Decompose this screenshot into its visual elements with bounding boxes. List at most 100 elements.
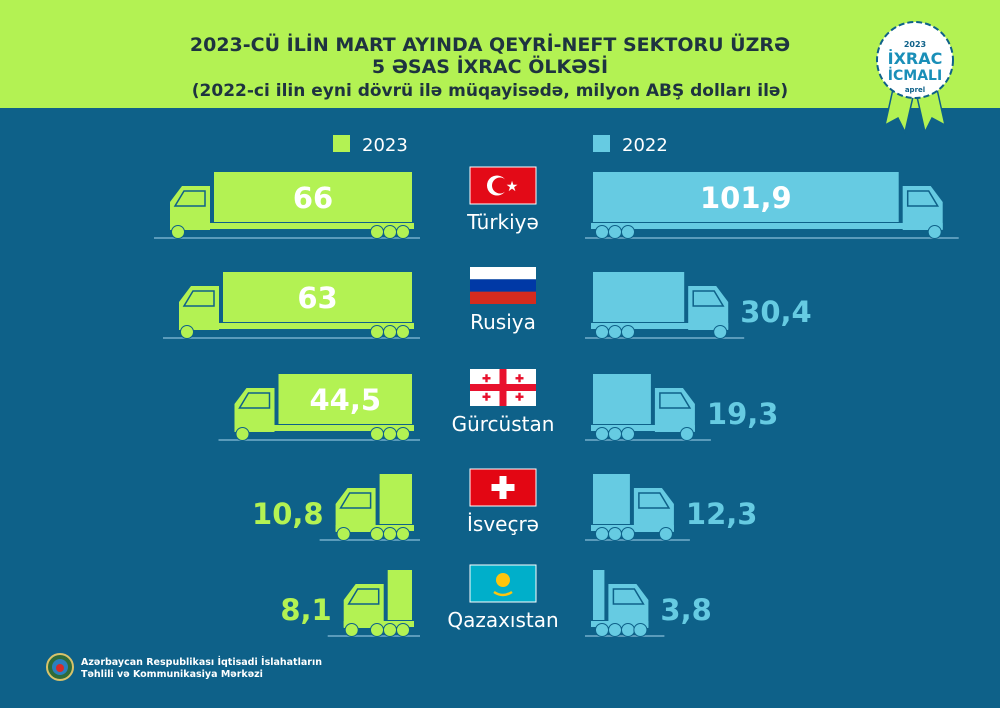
value-label-2023: 10,8 (252, 497, 324, 531)
small-cross (482, 395, 491, 398)
russia-flag-icon (470, 267, 536, 304)
georgia-flag-icon (470, 369, 536, 406)
truck-wheel-icon (621, 225, 635, 239)
truck-wheel-icon (621, 325, 635, 339)
badge: 2023 İXRAC İCMALI aprel (876, 21, 954, 135)
truck-wheel-icon (595, 225, 609, 239)
value-label-2022: 12,3 (686, 497, 758, 531)
truck-window-icon (612, 588, 645, 605)
truck-wheel-icon (608, 427, 622, 441)
badge-line2: İCMALI (888, 67, 942, 84)
truck-chassis (591, 323, 729, 329)
bar-2023 (278, 374, 412, 424)
truck-wheel-icon (621, 527, 635, 541)
switzerland-flag-icon (469, 468, 537, 507)
small-cross (515, 395, 524, 398)
legend-label-2023: 2023 (362, 135, 408, 156)
legend-swatch-2022 (593, 135, 610, 152)
turkey-flag-icon: ★ (469, 166, 537, 205)
truck-wheel-icon (927, 225, 942, 239)
value-label-2022: 101,9 (700, 181, 792, 215)
truck-wheel-icon (383, 427, 397, 441)
bar-2022 (593, 172, 899, 222)
sun-icon (496, 573, 510, 587)
truck-wheel-icon (383, 225, 397, 239)
legend-swatch-2023 (333, 135, 350, 152)
bar-2022 (593, 272, 685, 322)
truck-wheel-icon (396, 325, 410, 339)
legend-label-2022: 2022 (622, 135, 668, 156)
value-label-2022: 3,8 (660, 593, 711, 627)
bar-2023 (223, 272, 412, 322)
row-4: 8,1 3,8 Qazaxıstan (280, 564, 712, 637)
cross-h (491, 484, 515, 491)
truck-wheel-icon (595, 527, 609, 541)
star-icon: ★ (506, 179, 519, 195)
truck-wheel-icon (336, 527, 351, 541)
truck-wheel-icon (396, 527, 410, 541)
truck-wheel-icon (633, 623, 648, 637)
row-2: 44,5 19,3 Gürcüstan (218, 369, 778, 441)
truck-chassis (591, 525, 674, 531)
truck-wheel-icon (595, 623, 609, 637)
eagle-icon (493, 590, 513, 597)
row-0: 66 101,9 ★ Türkiyə (154, 166, 959, 239)
row-3: 10,8 12,3 İsveçrə (252, 468, 758, 541)
truck-wheel-icon (171, 225, 185, 239)
truck-chassis (170, 223, 414, 229)
bar-2023 (387, 570, 412, 620)
truck-chassis (591, 425, 695, 431)
cross-h (470, 384, 536, 391)
truck-chassis (179, 323, 414, 329)
truck-window-icon (238, 392, 271, 409)
country-label: İsveçrə (467, 512, 539, 536)
small-cross (515, 377, 524, 380)
bar-2022 (593, 374, 651, 424)
truck-wheel-icon (383, 527, 397, 541)
truck-wheel-icon (370, 623, 384, 637)
flag-stripe-white (470, 267, 536, 280)
truck-wheel-icon (608, 623, 622, 637)
bar-2022 (593, 474, 630, 524)
bar-2023 (214, 172, 412, 222)
truck-wheel-icon (608, 325, 622, 339)
value-label-2023: 8,1 (280, 593, 331, 627)
country-label: Rusiya (470, 310, 536, 334)
truck-window-icon (638, 492, 671, 509)
truck-wheel-icon (595, 427, 609, 441)
truck-window-icon (339, 492, 372, 509)
footer-org-line2: Təhlili və Kommunikasiya Mərkəzi (81, 669, 263, 680)
truck-wheel-icon (370, 527, 384, 541)
truck-rows: 66 101,9 ★ Türkiyə 63 30,4 Rusiya 44,5 19,3 Gürcü… (154, 166, 959, 637)
subtitle: (2022-ci ilin eyni dövrü ilə müqayisədə,… (192, 81, 788, 101)
truck-chassis (234, 425, 414, 431)
truck-wheel-icon (370, 325, 384, 339)
value-label-2022: 30,4 (740, 295, 812, 329)
value-label-2023: 44,5 (309, 383, 381, 417)
title-line-2: 5 ƏSAS İXRAC ÖLKƏSİ (372, 54, 608, 78)
row-1: 63 30,4 Rusiya (163, 267, 812, 339)
bar-2023 (379, 474, 412, 524)
truck-wheel-icon (621, 427, 635, 441)
truck-window-icon (182, 290, 215, 307)
value-label-2023: 63 (297, 281, 337, 315)
header-band (0, 0, 1000, 108)
title-line-1: 2023-CÜ İLİN MART AYINDA QEYRİ-NEFT SEKT… (190, 32, 790, 56)
rosette-icon (876, 21, 954, 99)
bar-2022 (593, 570, 605, 620)
truck-wheel-icon (344, 623, 359, 637)
truck-window-icon (173, 190, 206, 207)
truck-wheel-icon (621, 623, 635, 637)
truck-wheel-icon (679, 427, 694, 441)
badge-year: 2023 (904, 40, 926, 49)
flag-stripe-red (470, 291, 536, 304)
truck-chassis (591, 223, 943, 229)
truck-wheel-icon (370, 225, 384, 239)
kazakhstan-flag-icon (469, 564, 537, 603)
country-label: Gürcüstan (452, 412, 555, 436)
footer-logo (46, 653, 74, 681)
truck-wheel-icon (608, 225, 622, 239)
truck-wheel-icon (658, 527, 673, 541)
badge-line1: İXRAC (888, 49, 943, 68)
